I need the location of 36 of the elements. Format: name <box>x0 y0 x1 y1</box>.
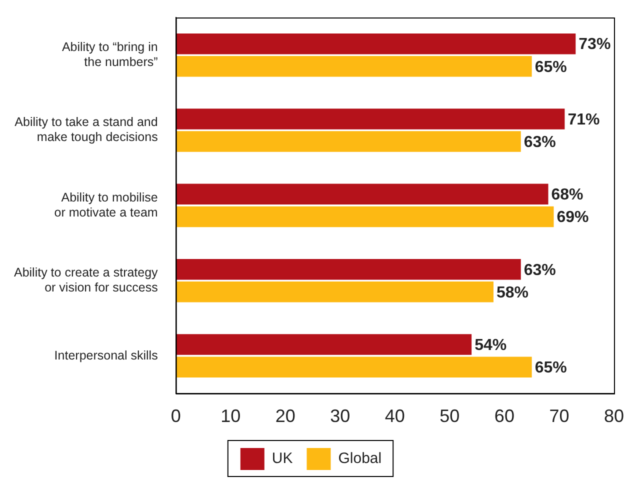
bar <box>176 258 521 280</box>
data-label: 63% <box>524 262 556 279</box>
x-tick-label: 0 <box>170 406 181 426</box>
y-tick-label: Ability to mobilise or motivate a team <box>54 190 158 220</box>
bar <box>176 108 565 130</box>
y-tick-label: Ability to “bring in the numbers” <box>62 40 158 70</box>
bar <box>176 282 494 302</box>
x-tick-label: 40 <box>384 406 405 426</box>
data-label: 69% <box>556 209 589 226</box>
data-label: 54% <box>474 336 507 354</box>
data-label: 58% <box>496 284 529 302</box>
data-label: 71% <box>568 111 600 128</box>
bar <box>176 334 472 355</box>
data-label: 65% <box>534 359 567 376</box>
legend-label: UK <box>272 450 293 468</box>
data-label: 65% <box>534 58 567 76</box>
data-label: 73% <box>578 36 611 54</box>
x-tick-label: 20 <box>275 406 296 426</box>
legend-label: Global <box>338 450 382 468</box>
x-tick-label: 10 <box>220 406 241 426</box>
y-tick-label: Ability to take a stand and make tough decisions <box>14 115 158 144</box>
y-tick-label: Interpersonal skills <box>54 348 158 362</box>
bar <box>176 184 548 205</box>
bar <box>176 33 576 54</box>
bar <box>176 356 532 378</box>
bar <box>176 131 521 152</box>
x-tick-label: 60 <box>494 406 514 426</box>
x-tick-label: 50 <box>440 406 460 426</box>
y-tick-label: Ability to create a strategy or vision for success <box>14 266 159 295</box>
bar <box>176 56 532 77</box>
x-tick-label: 80 <box>604 406 624 426</box>
x-tick-label: 30 <box>330 406 350 426</box>
bar <box>176 206 554 228</box>
data-label: 68% <box>551 186 584 204</box>
data-label: 63% <box>524 134 556 151</box>
x-tick-label: 70 <box>549 406 570 426</box>
